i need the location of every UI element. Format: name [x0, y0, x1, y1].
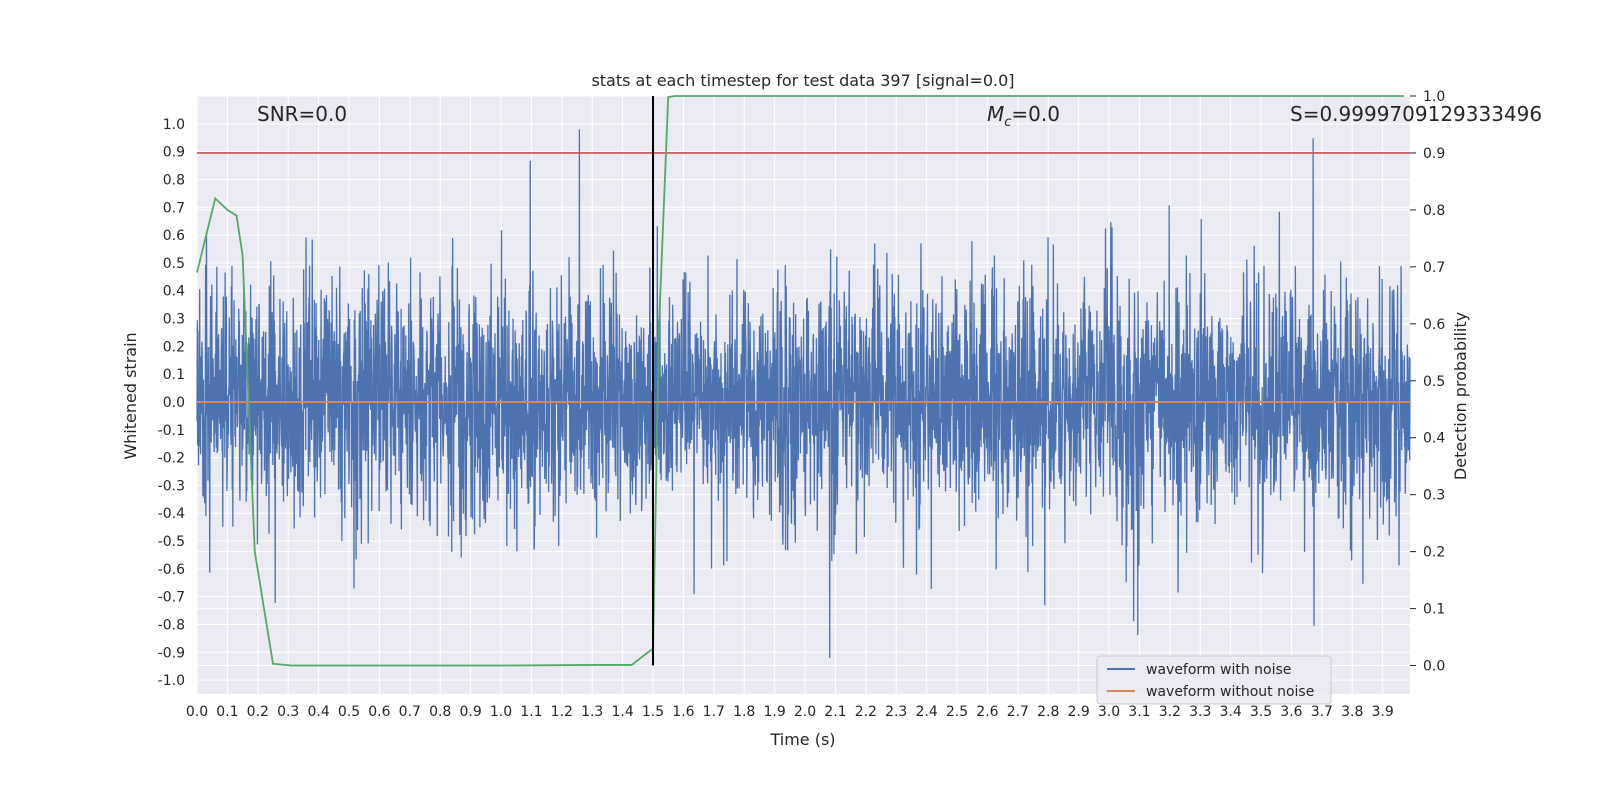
right-y-tick-label: 0.0 [1423, 659, 1445, 675]
y-tick-label: 0.8 [163, 172, 185, 188]
x-tick-label: 1.3 [581, 704, 603, 720]
y-tick-label: 0.7 [163, 200, 185, 216]
x-tick-label: 0.7 [399, 704, 421, 720]
x-tick-label: 1.2 [551, 704, 573, 720]
x-tick-label: 2.2 [855, 704, 877, 720]
y-tick-label: -0.4 [158, 506, 185, 522]
y-tick-label: 0.1 [163, 367, 185, 383]
x-tick-label: 2.7 [1007, 704, 1029, 720]
y-tick-label: 0.2 [163, 339, 185, 355]
y-tick-label: -0.2 [158, 451, 185, 467]
right-y-tick-label: 0.2 [1423, 545, 1445, 561]
y-tick-label: -0.7 [158, 590, 185, 606]
snr-annotation: SNR=0.0 [257, 102, 347, 126]
y-tick-label: -0.5 [158, 534, 185, 550]
x-tick-label: 1.7 [703, 704, 725, 720]
right-y-tick-label: 1.0 [1423, 89, 1445, 105]
right-y-tick-label: 0.3 [1423, 488, 1445, 504]
right-y-tick-labels: 1.0 0.9 0.8 0.7 0.6 0.5 0.4 0.3 0.2 0.1 0.0 [1410, 89, 1445, 675]
chirp-mass-symbol: M [987, 102, 1004, 126]
x-tick-label: 3.0 [1098, 704, 1120, 720]
x-tick-label: 0.9 [459, 704, 481, 720]
x-tick-label: 1.4 [611, 704, 633, 720]
y-tick-label: 0.3 [163, 312, 185, 328]
x-tick-label: 2.3 [885, 704, 907, 720]
x-tick-label: 3.3 [1189, 704, 1211, 720]
y-tick-labels: 1.0 0.9 0.8 0.7 0.6 0.5 0.4 0.3 0.2 0.1 0.0 -0.1 -0.… [158, 117, 185, 689]
x-tick-label: 0.6 [368, 704, 390, 720]
y-tick-label: -0.9 [158, 645, 185, 661]
noisy-waveform-line [196, 129, 1411, 658]
x-tick-label: 2.9 [1067, 704, 1089, 720]
right-y-tick-label: 0.4 [1423, 431, 1445, 447]
x-tick-label: 0.0 [186, 704, 208, 720]
x-tick-label: 1.8 [733, 704, 755, 720]
x-tick-label: 2.0 [794, 704, 816, 720]
y-tick-label: 0.0 [163, 395, 185, 411]
y-tick-label: -0.3 [158, 478, 185, 494]
x-tick-label: 3.1 [1128, 704, 1150, 720]
right-y-tick-label: 0.6 [1423, 317, 1445, 333]
x-tick-label: 2.4 [915, 704, 937, 720]
x-tick-label: 3.8 [1341, 704, 1363, 720]
legend-box [1096, 655, 1332, 705]
x-tick-label: 2.5 [946, 704, 968, 720]
chirp-mass-annotation: Mc=0.0 [987, 102, 1060, 130]
chirp-mass-subscript: c [1004, 115, 1011, 130]
x-tick-label: 3.2 [1159, 704, 1181, 720]
x-tick-label: 1.9 [763, 704, 785, 720]
right-y-axis-label: Detection probability [1451, 312, 1470, 480]
x-tick-label: 0.4 [307, 704, 329, 720]
x-tick-label: 1.6 [672, 704, 694, 720]
noisy-waveform-series [196, 129, 1411, 658]
x-tick-label: 3.5 [1250, 704, 1272, 720]
overlay-lines [196, 95, 1410, 667]
x-tick-label: 3.9 [1372, 704, 1394, 720]
y-tick-label: -0.8 [158, 617, 185, 633]
y-tick-label: -1.0 [158, 673, 185, 689]
right-y-tick-label: 0.1 [1423, 602, 1445, 618]
y-tick-label: 0.5 [163, 256, 185, 272]
legend-clean-label: waveform without noise [1146, 684, 1314, 700]
x-tick-label: 0.3 [277, 704, 299, 720]
x-tick-label: 0.8 [429, 704, 451, 720]
y-tick-label: 0.4 [163, 284, 185, 300]
right-y-tick-label: 0.8 [1423, 203, 1445, 219]
x-tick-label: 0.1 [216, 704, 238, 720]
y-tick-label: -0.6 [158, 562, 185, 578]
right-y-tick-label: 0.7 [1423, 260, 1445, 276]
x-tick-label: 1.0 [490, 704, 512, 720]
x-tick-label: 0.2 [247, 704, 269, 720]
x-tick-label: 0.5 [338, 704, 360, 720]
y-tick-label: 1.0 [163, 117, 185, 133]
x-tick-label: 2.6 [976, 704, 998, 720]
y-tick-label: -0.1 [158, 423, 185, 439]
right-y-tick-label: 0.9 [1423, 146, 1445, 162]
chirp-mass-value: =0.0 [1011, 102, 1060, 126]
x-axis-label: Time (s) [769, 730, 835, 749]
x-tick-labels: 0.0 0.1 0.2 0.3 0.4 0.5 0.6 0.7 0.8 0.9 1.0 1.1 1.2 1… [186, 704, 1394, 720]
x-tick-label: 3.6 [1280, 704, 1302, 720]
x-tick-label: 3.4 [1220, 704, 1242, 720]
detection-probability-line [196, 95, 1404, 667]
y-tick-label: 0.9 [163, 145, 185, 161]
s-annotation: S=0.9999709129333496 [1290, 102, 1542, 126]
x-tick-label: 3.7 [1311, 704, 1333, 720]
x-tick-label: 2.1 [824, 704, 846, 720]
y-axis-label: Whitened strain [121, 332, 140, 459]
y-tick-label: 0.6 [163, 228, 185, 244]
x-tick-label: 2.8 [1037, 704, 1059, 720]
legend-noisy-label: waveform with noise [1146, 662, 1291, 678]
chart-title: stats at each timestep for test data 397… [591, 71, 1014, 90]
legend: waveform with noise waveform without noi… [1096, 655, 1332, 705]
right-y-tick-label: 0.5 [1423, 374, 1445, 390]
x-tick-label: 1.5 [642, 704, 664, 720]
x-tick-label: 1.1 [520, 704, 542, 720]
